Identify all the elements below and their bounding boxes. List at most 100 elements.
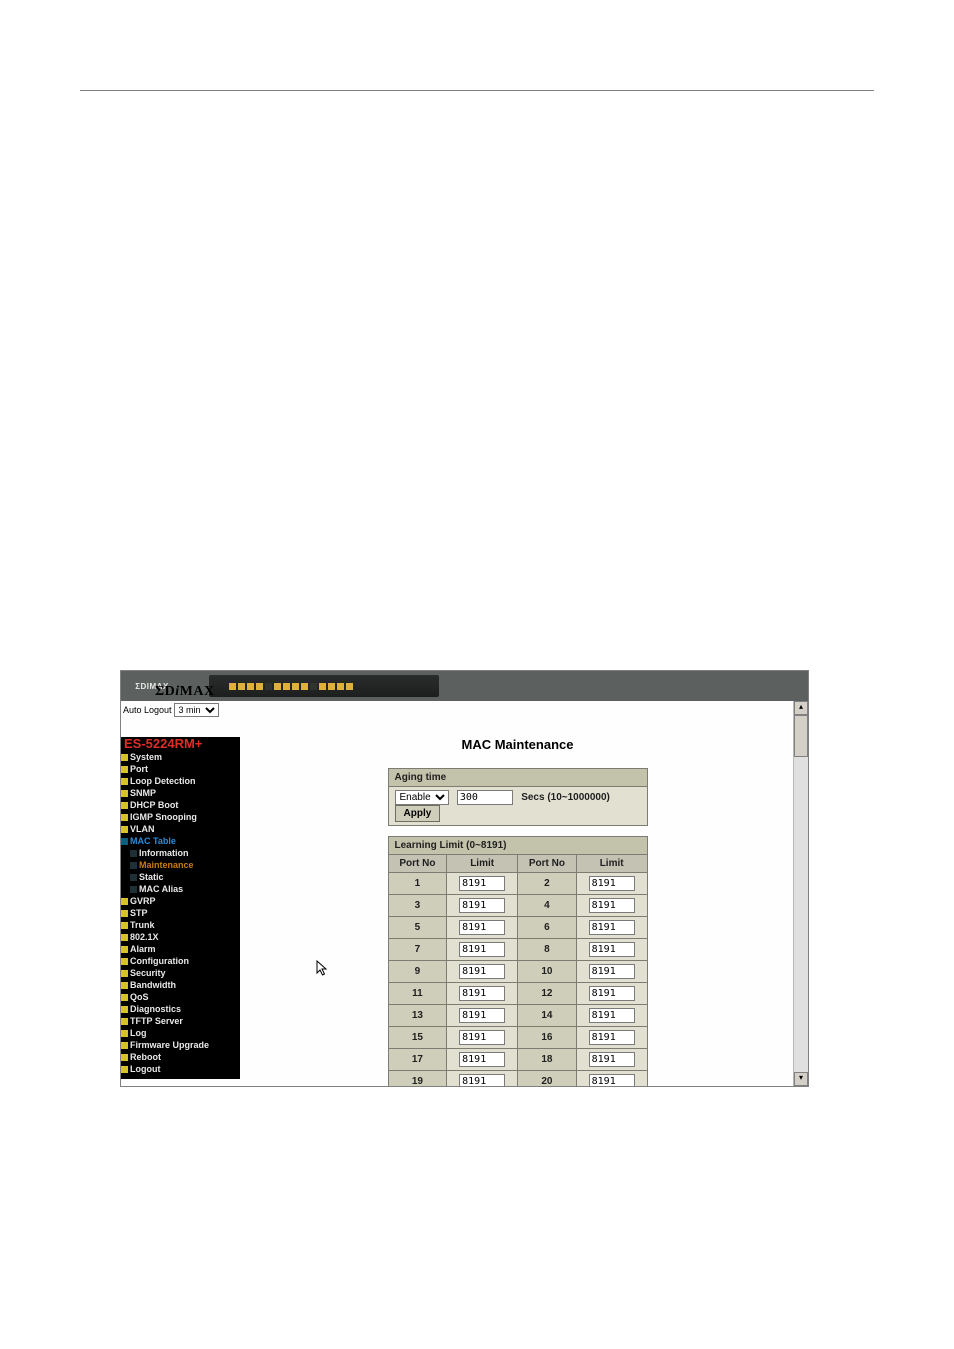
aging-secs-label: Secs (10~1000000)	[521, 792, 610, 803]
limit-input[interactable]	[589, 942, 635, 957]
limit-input[interactable]	[459, 1008, 505, 1023]
aging-table: Aging time Enable Secs (10~1000000)	[388, 768, 648, 826]
limit-input[interactable]	[459, 898, 505, 913]
port-no: 12	[517, 983, 576, 1005]
nav-item-system[interactable]: System	[121, 751, 240, 763]
nav-marker	[121, 1018, 128, 1025]
nav-marker	[121, 922, 128, 929]
content-pane: MAC Maintenance Aging time Enable	[241, 701, 794, 1086]
port-no: 17	[388, 1049, 447, 1071]
limit-input[interactable]	[459, 964, 505, 979]
nav-item-802-1x[interactable]: 802.1X	[121, 931, 240, 943]
limit-input[interactable]	[459, 942, 505, 957]
nav-item-port[interactable]: Port	[121, 763, 240, 775]
nav-item-firmware-upgrade[interactable]: Firmware Upgrade	[121, 1039, 240, 1051]
scroll-thumb[interactable]	[794, 715, 808, 757]
nav-item-maintenance[interactable]: Maintenance	[121, 859, 240, 871]
nav-label: Configuration	[130, 955, 189, 967]
limit-input[interactable]	[589, 898, 635, 913]
nav-item-bandwidth[interactable]: Bandwidth	[121, 979, 240, 991]
scroll-down-icon[interactable]: ▾	[794, 1072, 808, 1086]
nav-label: Bandwidth	[130, 979, 176, 991]
nav-item-snmp[interactable]: SNMP	[121, 787, 240, 799]
nav-item-gvrp[interactable]: GVRP	[121, 895, 240, 907]
nav-marker	[121, 994, 128, 1001]
scroll-up-icon[interactable]: ▴	[794, 701, 808, 715]
nav-label: Logout	[130, 1063, 161, 1075]
nav-label: IGMP Snooping	[130, 811, 197, 823]
port-no: 14	[517, 1005, 576, 1027]
nav-label: MAC Table	[130, 835, 176, 847]
nav-label: VLAN	[130, 823, 155, 835]
nav-item-mac-table[interactable]: MAC Table	[121, 835, 240, 847]
nav-marker	[121, 1030, 128, 1037]
nav-label: Trunk	[130, 919, 155, 931]
nav-item-static[interactable]: Static	[121, 871, 240, 883]
limit-input[interactable]	[589, 1030, 635, 1045]
nav-label: Reboot	[130, 1051, 161, 1063]
col-limit-2: Limit	[576, 855, 647, 873]
page-header-rule	[80, 90, 874, 91]
nav-label: DHCP Boot	[130, 799, 178, 811]
nav-marker	[130, 862, 137, 869]
aging-enable-select[interactable]: Enable	[395, 790, 449, 805]
port-no: 11	[388, 983, 447, 1005]
nav-item-trunk[interactable]: Trunk	[121, 919, 240, 931]
limit-input[interactable]	[589, 876, 635, 891]
brand-logo-large: ΣDiMAX	[155, 684, 215, 700]
limit-input[interactable]	[589, 1052, 635, 1067]
nav-item-dhcp-boot[interactable]: DHCP Boot	[121, 799, 240, 811]
nav-item-vlan[interactable]: VLAN	[121, 823, 240, 835]
nav-item-configuration[interactable]: Configuration	[121, 955, 240, 967]
port-no: 16	[517, 1027, 576, 1049]
nav-item-information[interactable]: Information	[121, 847, 240, 859]
nav-label: Maintenance	[139, 859, 194, 871]
port-no: 3	[388, 895, 447, 917]
limit-input[interactable]	[589, 1074, 635, 1086]
content-scrollbar[interactable]: ▴ ▾	[793, 701, 808, 1086]
nav-item-alarm[interactable]: Alarm	[121, 943, 240, 955]
nav-marker	[121, 778, 128, 785]
limit-input[interactable]	[459, 986, 505, 1001]
nav-item-mac-alias[interactable]: MAC Alias	[121, 883, 240, 895]
nav-marker	[121, 946, 128, 953]
limit-input[interactable]	[459, 876, 505, 891]
nav-marker	[121, 790, 128, 797]
nav-item-igmp-snooping[interactable]: IGMP Snooping	[121, 811, 240, 823]
auto-logout-select[interactable]: 3 min	[174, 703, 219, 717]
limit-input[interactable]	[459, 1074, 505, 1086]
port-no: 19	[388, 1071, 447, 1087]
nav-item-log[interactable]: Log	[121, 1027, 240, 1039]
nav-item-qos[interactable]: QoS	[121, 991, 240, 1003]
limit-input[interactable]	[589, 1008, 635, 1023]
limit-input[interactable]	[589, 986, 635, 1001]
auto-logout-row: Auto Logout 3 min	[121, 701, 241, 719]
nav-item-diagnostics[interactable]: Diagnostics	[121, 1003, 240, 1015]
aging-time-input[interactable]	[457, 790, 513, 805]
nav-item-logout[interactable]: Logout	[121, 1063, 240, 1075]
col-port-1: Port No	[388, 855, 447, 873]
nav-label: TFTP Server	[130, 1015, 183, 1027]
nav-item-stp[interactable]: STP	[121, 907, 240, 919]
nav-item-loop-detection[interactable]: Loop Detection	[121, 775, 240, 787]
nav-item-security[interactable]: Security	[121, 967, 240, 979]
nav-item-tftp-server[interactable]: TFTP Server	[121, 1015, 240, 1027]
nav-label: QoS	[130, 991, 149, 1003]
limit-input[interactable]	[589, 920, 635, 935]
nav-item-reboot[interactable]: Reboot	[121, 1051, 240, 1063]
nav-marker	[121, 970, 128, 977]
port-no: 2	[517, 873, 576, 895]
port-no: 9	[388, 961, 447, 983]
port-no: 13	[388, 1005, 447, 1027]
limit-input[interactable]	[459, 1030, 505, 1045]
nav-label: Firmware Upgrade	[130, 1039, 209, 1051]
port-no: 10	[517, 961, 576, 983]
limit-input[interactable]	[459, 1052, 505, 1067]
apply-button[interactable]: Apply	[395, 805, 441, 822]
nav-marker	[121, 982, 128, 989]
nav-label: 802.1X	[130, 931, 159, 943]
limit-input[interactable]	[459, 920, 505, 935]
port-no: 4	[517, 895, 576, 917]
limit-input[interactable]	[589, 964, 635, 979]
page-title: MAC Maintenance	[241, 737, 794, 752]
